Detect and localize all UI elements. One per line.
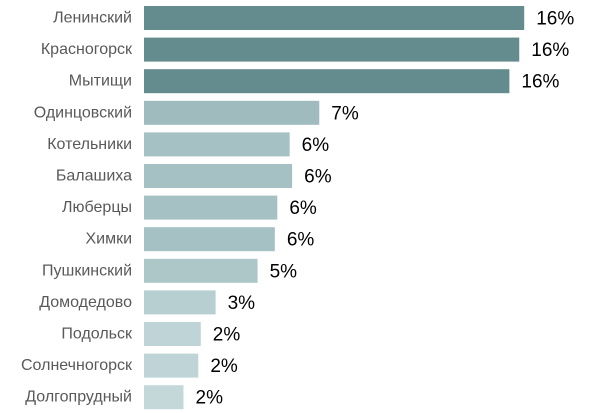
category-label: Красногорск (41, 41, 133, 58)
value-label: 6% (302, 135, 330, 156)
value-label: 2% (213, 325, 241, 346)
category-label: Котельники (47, 136, 132, 153)
category-label: Мытищи (69, 73, 132, 90)
bar (144, 258, 258, 283)
category-label: Долгопрудный (25, 389, 132, 406)
value-label: 6% (304, 167, 332, 188)
category-label: Химки (85, 231, 132, 248)
value-label: 16% (531, 40, 569, 61)
value-label: 2% (210, 356, 238, 377)
bar (144, 227, 275, 252)
bar (144, 37, 520, 62)
bar (144, 132, 290, 157)
value-label: 5% (270, 261, 298, 282)
value-label: 2% (196, 388, 224, 409)
category-label: Ленинский (53, 10, 132, 27)
value-label: 6% (287, 230, 315, 251)
category-label: Солнечногорск (21, 357, 133, 374)
bar (144, 353, 199, 378)
bar (144, 6, 525, 30)
bar (144, 290, 216, 315)
bar (144, 322, 201, 346)
bar (144, 69, 510, 94)
value-label: 3% (228, 293, 256, 314)
category-labels: Ленинский Красногорск Мытищи Одинцовский Кот… (21, 10, 133, 406)
bars (144, 6, 525, 410)
value-label: 16% (536, 9, 574, 30)
value-label: 7% (331, 103, 359, 124)
bar (144, 100, 320, 125)
category-label: Балашиха (56, 168, 132, 185)
value-labels: 16%16%16%7%6%6%6%6%5%3%2%2%2% (196, 9, 575, 409)
bar (144, 164, 293, 188)
category-label: Пушкинский (42, 262, 132, 279)
category-label: Люберцы (62, 199, 132, 216)
category-label: Одинцовский (34, 104, 132, 121)
bar (144, 385, 184, 410)
category-label: Домодедово (39, 294, 132, 311)
value-label: 16% (521, 72, 559, 93)
bar (144, 195, 278, 220)
category-label: Подольск (61, 326, 133, 343)
value-label: 6% (289, 198, 317, 219)
